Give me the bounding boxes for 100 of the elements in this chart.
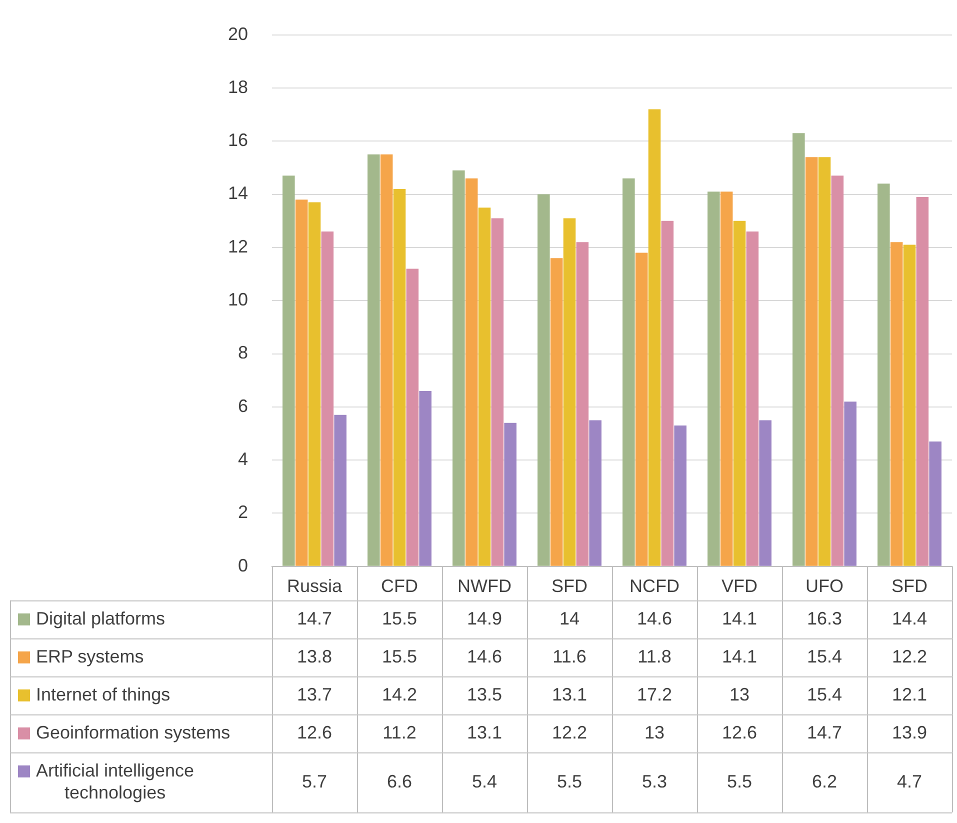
data-label: 13 [644,722,665,742]
bar [406,268,419,566]
data-label: 15.5 [382,646,418,666]
y-tick-label: 0 [238,555,248,576]
data-label: 5.4 [472,771,498,792]
y-tick-label: 12 [228,236,248,256]
y-tick-label: 2 [238,502,248,522]
bar [929,441,942,566]
bar [465,178,478,566]
y-tick-label: 14 [228,183,248,204]
data-label: 6.6 [386,771,412,792]
data-label: 5.5 [556,771,582,792]
data-label: 17.2 [636,684,672,704]
bar [759,420,772,566]
bar [792,133,805,566]
bar [491,218,504,566]
data-label: 14.9 [466,608,502,628]
data-label: 15.4 [806,684,842,704]
data-label: 13.9 [892,722,928,742]
x-tick-label: VFD [722,576,758,596]
data-label: 14.1 [722,646,758,666]
bar [308,202,321,566]
y-tick-label: 6 [238,396,248,416]
bar [550,258,563,566]
x-tick-label: Russia [286,576,343,596]
bar [844,402,856,566]
x-tick-label: NCFD [630,576,680,596]
data-label: 4.7 [896,771,922,792]
data-label: 12.2 [892,646,928,666]
data-label: 12.1 [892,684,928,704]
bar [805,157,818,566]
data-label: 14.1 [722,608,758,628]
bar [538,194,550,566]
bar [334,414,346,566]
data-label: 14.7 [806,722,842,742]
bar [478,208,491,566]
y-tick-label: 4 [238,449,248,470]
y-tick-label: 8 [238,342,248,363]
bar [708,192,720,566]
bar [674,426,686,566]
data-label: 14.4 [892,608,928,628]
data-label: 11.2 [382,722,416,742]
data-label: 14.6 [466,646,502,666]
x-tick-label: SFD [892,576,928,596]
data-label: 12.6 [296,722,332,742]
data-label: 12.2 [552,722,588,742]
x-tick-label: NWFD [458,576,512,596]
bar [622,178,635,566]
data-label: 13.7 [296,684,332,704]
bar [452,170,465,566]
y-tick-label: 18 [228,76,248,97]
data-label: 13 [729,684,750,704]
data-label: 14.6 [636,608,672,628]
bar [831,176,844,566]
legend-label: Geoinformation systems [36,722,230,742]
legend-label: ERP systems [36,646,144,666]
data-label: 14.2 [382,684,418,704]
legend-label: Artificial intelligence technologies [36,760,194,802]
bar [648,109,661,566]
data-label: 12.6 [722,722,758,742]
bar [282,176,295,566]
data-label: 16.3 [806,608,842,628]
data-label: 14 [559,608,580,628]
data-label: 11.8 [638,646,672,666]
data-label: 13.5 [466,684,502,704]
bar [504,422,516,566]
data-label: 5.3 [642,771,668,792]
bar [393,188,406,566]
y-tick-label: 16 [228,130,248,150]
bar [746,231,759,566]
bar [368,154,380,566]
data-label: 13.1 [552,684,588,704]
data-label: 5.7 [302,771,328,792]
bar [733,220,746,566]
bar [380,154,393,566]
data-label: 13.8 [296,646,332,666]
data-label: 11.6 [552,646,586,666]
legend-label: Internet of things [36,684,170,704]
bar [295,200,308,566]
bar [576,242,589,566]
bar [589,420,602,566]
data-label: 6.2 [812,771,838,792]
bar [903,244,916,566]
bar [720,192,733,566]
bar [419,390,432,566]
bar [661,220,674,566]
data-label: 15.5 [382,608,418,628]
data-label: 15.4 [806,646,842,666]
bar [890,242,903,566]
bar [635,252,648,566]
bar [563,218,576,566]
y-tick-label: 20 [228,24,248,44]
bar [818,157,831,566]
data-label: 13.1 [466,722,502,742]
bar [321,231,334,566]
legend-label: Digital platforms [36,608,166,628]
y-tick-label: 10 [228,290,248,310]
x-tick-label: CFD [381,576,418,596]
bar [916,196,929,566]
data-label: 5.5 [726,771,752,792]
